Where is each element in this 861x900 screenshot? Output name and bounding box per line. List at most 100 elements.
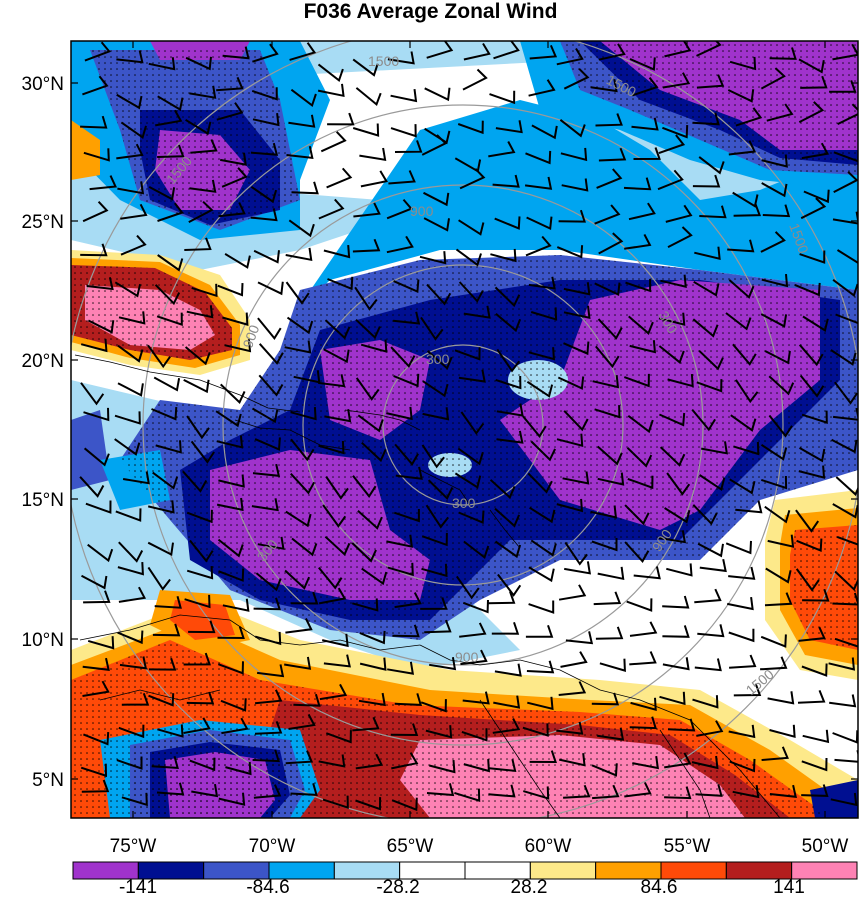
wind-barb (799, 374, 825, 398)
wind-barb (696, 41, 722, 57)
wind-barb (388, 170, 416, 185)
wind-barb (184, 237, 212, 251)
wind-barb (828, 657, 856, 671)
wind-barb (83, 732, 110, 746)
wind-barb (833, 149, 858, 163)
wind-barb (832, 730, 858, 744)
wind-barb (527, 696, 554, 711)
wind-barb (386, 198, 413, 220)
wind-barb (558, 209, 586, 223)
wind-barb (527, 472, 553, 494)
wind-barb (420, 597, 448, 610)
wind-barb (666, 563, 693, 577)
wind-barb (594, 282, 621, 297)
wind-barb (426, 41, 454, 59)
wind-barb (222, 312, 249, 326)
wind-barb (117, 181, 145, 195)
wind-barb (727, 89, 755, 103)
wind-barb (698, 349, 724, 371)
wind-barb (290, 438, 315, 462)
wind-barb (798, 344, 824, 367)
wind-barb (598, 232, 624, 255)
wind-barb (594, 405, 621, 419)
wind-barb (83, 148, 110, 162)
wind-barb (85, 500, 112, 514)
wind-barb (317, 63, 344, 83)
wind-barb (454, 472, 482, 489)
wind-barb (190, 440, 215, 464)
wind-barb (494, 286, 521, 308)
wind-barb (427, 479, 454, 500)
wind-barb (696, 379, 723, 393)
wind-barb (188, 620, 216, 634)
wind-barb (658, 412, 686, 427)
wind-barb (183, 379, 210, 394)
wind-barb (290, 591, 319, 605)
ring-label: 900 (455, 649, 479, 665)
wind-barb (801, 142, 830, 160)
wind-barb (490, 248, 517, 263)
wind-barb (796, 538, 823, 553)
wind-barb (252, 463, 281, 477)
wind-barb (528, 79, 556, 97)
wind-barb (526, 380, 554, 398)
wind-barb (387, 51, 415, 65)
wind-barb (189, 85, 217, 99)
wind-barb (624, 541, 650, 564)
wind-barb (594, 204, 621, 225)
wind-barb (156, 782, 185, 796)
wind-barb (459, 168, 486, 190)
wind-barb (225, 761, 252, 776)
wind-barb (829, 694, 857, 708)
lat-label: 20°N (22, 351, 64, 372)
wind-barb (82, 657, 110, 671)
wind-barb (597, 445, 623, 466)
wind-barb (190, 139, 218, 154)
wind-barb (186, 305, 214, 319)
wind-barb (834, 637, 858, 648)
wind-barb (424, 619, 452, 634)
wind-barb (658, 345, 685, 364)
wind-barb (250, 208, 278, 222)
wind-barb (250, 185, 278, 204)
wind-barb (629, 716, 657, 730)
wind-barb (147, 500, 175, 514)
wind-barb (728, 628, 755, 643)
wind-barb (319, 683, 348, 701)
wind-barb (394, 693, 423, 706)
ring-label: 300 (426, 351, 450, 367)
wind-barb (156, 312, 183, 326)
wind-barb (698, 156, 725, 175)
wind-barb (556, 433, 584, 448)
wind-barb (359, 657, 387, 671)
wind-barb (458, 510, 485, 524)
wind-barb (355, 87, 382, 107)
wind-barb (522, 415, 547, 439)
wind-barb (355, 318, 381, 340)
wind-barb (697, 624, 725, 638)
wind-barb (591, 538, 618, 552)
wind-barb (558, 753, 586, 767)
wind-barb (426, 350, 453, 370)
wind-barb (325, 476, 349, 500)
wind-barb (633, 147, 661, 160)
cyan-region-north (290, 100, 858, 320)
lon-label: 70°W (249, 836, 296, 857)
wind-barb (258, 374, 284, 397)
wind-barb (562, 471, 590, 485)
wind-barb (530, 440, 557, 462)
wind-barb (697, 542, 724, 558)
wind-barb (701, 441, 728, 455)
wind-barb (624, 504, 650, 526)
wind-barb (729, 654, 757, 669)
wind-barb (495, 120, 523, 134)
wind-barb (254, 631, 282, 646)
wind-barb (693, 280, 720, 297)
wind-barb (117, 344, 144, 363)
colorbar-label: 141 (773, 877, 805, 898)
wind-barb (695, 783, 723, 797)
wind-barb (732, 191, 759, 208)
wind-barb (590, 505, 618, 519)
wind-barb (497, 573, 522, 597)
